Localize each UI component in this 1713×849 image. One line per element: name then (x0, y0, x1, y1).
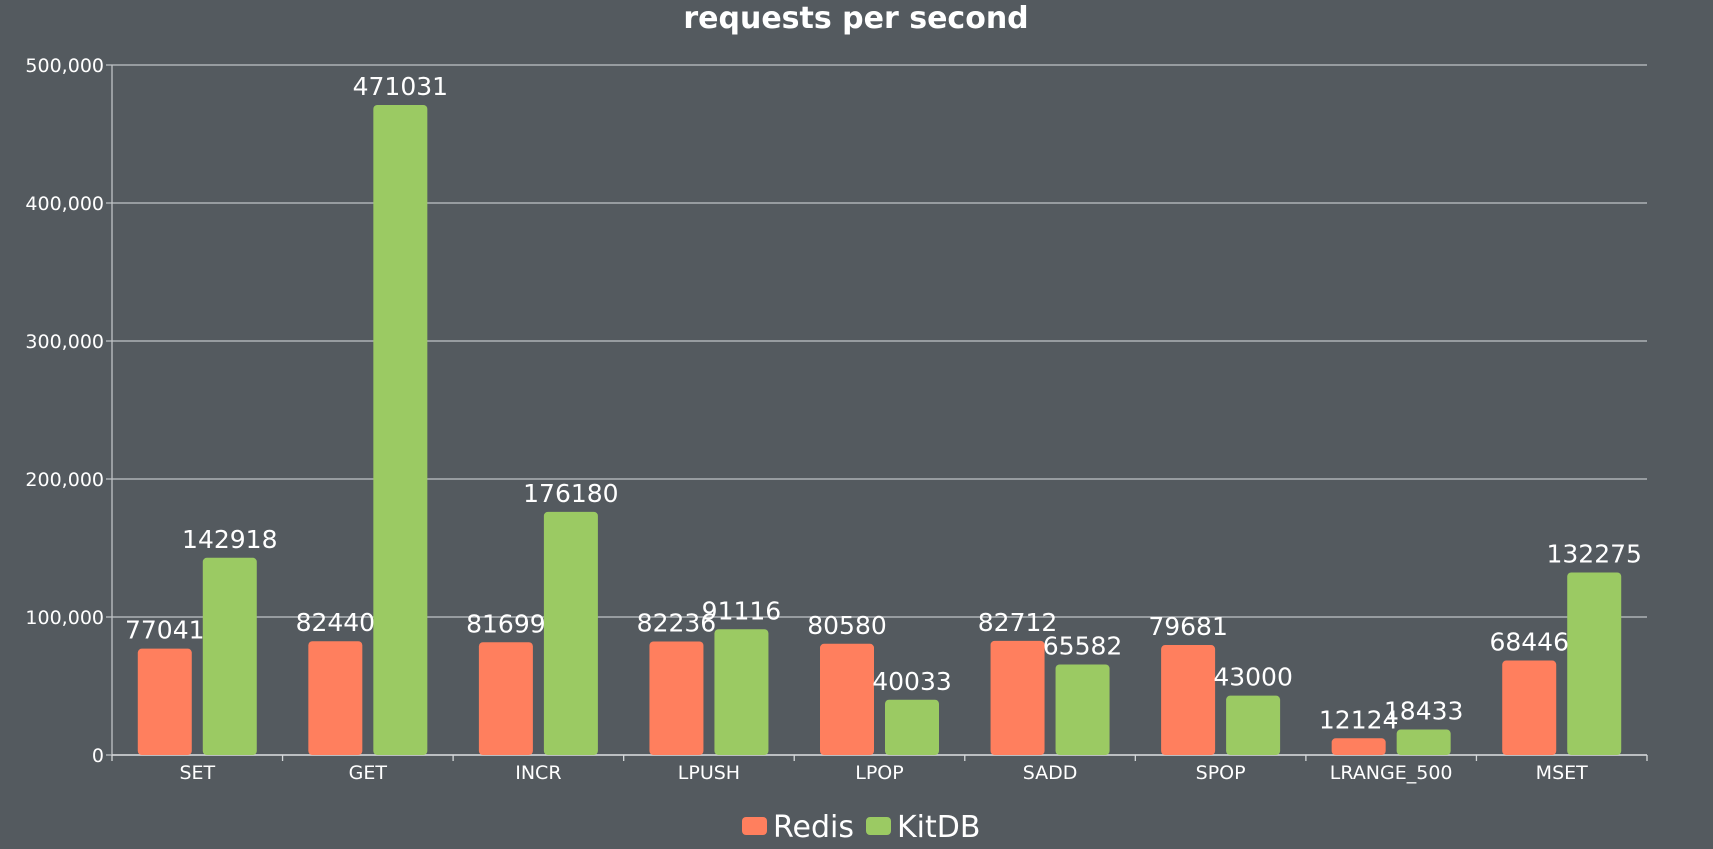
bar-kitdb (1055, 664, 1110, 755)
x-tick-label: GET (349, 762, 388, 784)
x-tick-label: LRANGE_500 (1330, 762, 1453, 784)
data-label: 91116 (702, 596, 782, 625)
data-label: 142918 (182, 525, 277, 554)
bar-kitdb (714, 629, 769, 755)
bar-redis (308, 641, 363, 755)
bar-redis (1331, 738, 1386, 755)
bar-kitdb (1567, 572, 1622, 755)
data-label: 12124 (1319, 705, 1399, 734)
bar-redis (820, 643, 874, 755)
bar-kitdb (1226, 695, 1281, 755)
data-label: 81699 (466, 609, 546, 638)
x-tick-label: LPOP (855, 762, 903, 784)
data-label: 82236 (637, 609, 717, 638)
legend: Redis KitDB (742, 810, 980, 845)
data-labels: 77041 82440 81699 82236 80580 82712 79681 12124… (125, 72, 1642, 734)
chart-title: requests per second (683, 1, 1028, 36)
bar-kitdb (1396, 729, 1451, 755)
bar-kitdb (885, 699, 939, 755)
data-label: 80580 (807, 611, 887, 640)
legend-label-redis: Redis (773, 810, 854, 845)
y-tick-label: 400,000 (25, 193, 104, 215)
bar-redis (649, 641, 704, 755)
x-axis: SET GET INCR LPUSH LPOP SADD SPOP LRANGE_500 MSE… (111, 65, 1648, 784)
y-tick-label: 0 (92, 745, 104, 767)
bar-kitdb (373, 104, 428, 755)
bar-kitdb (543, 511, 598, 755)
data-label: 176180 (523, 479, 618, 508)
data-label: 471031 (353, 72, 448, 101)
data-label: 68446 (1489, 628, 1569, 657)
data-label: 77041 (125, 616, 205, 645)
bar-redis (990, 640, 1045, 755)
x-tick-label: MSET (1536, 762, 1588, 784)
y-axis-ticks: 0 100,000 200,000 300,000 400,000 500,000 (25, 55, 104, 767)
bar-kitdb (202, 557, 257, 755)
legend-swatch-redis (742, 817, 767, 835)
data-label: 18433 (1384, 697, 1464, 726)
data-label: 79681 (1148, 612, 1228, 641)
bar-redis (478, 642, 533, 755)
bar-redis (1161, 645, 1216, 755)
data-label: 65582 (1043, 631, 1123, 660)
x-tick-label: INCR (515, 762, 561, 784)
y-tick-label: 100,000 (25, 607, 104, 629)
data-label: 40033 (872, 667, 952, 696)
data-label: 132275 (1547, 539, 1642, 568)
bars (137, 104, 1622, 755)
bar-redis (137, 648, 192, 755)
bar-redis (1502, 660, 1557, 755)
data-label: 82440 (296, 608, 376, 637)
data-label: 82712 (978, 608, 1058, 637)
y-tick-label: 500,000 (25, 55, 104, 77)
x-tick-label: SET (179, 762, 215, 784)
y-tick-label: 200,000 (25, 469, 104, 491)
data-label: 43000 (1213, 663, 1293, 692)
x-tick-label: LPUSH (678, 762, 740, 784)
x-tick-label: SPOP (1196, 762, 1246, 784)
x-tick-label: SADD (1023, 762, 1078, 784)
y-tick-label: 300,000 (25, 331, 104, 353)
legend-swatch-kitdb (866, 817, 891, 835)
legend-label-kitdb: KitDB (897, 810, 980, 845)
